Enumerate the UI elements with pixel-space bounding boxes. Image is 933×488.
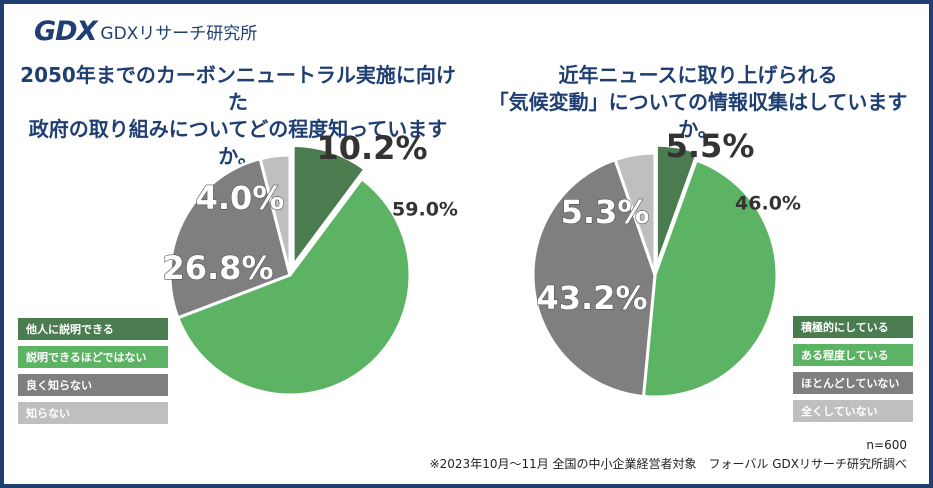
legend-left-item-3: 良く知らない bbox=[18, 374, 168, 396]
chart-title-left-line-2: 政府の取り組みについてどの程度知っていますか。 bbox=[28, 117, 448, 168]
legend-right-item-3: ほとんどしていない bbox=[793, 372, 913, 394]
logo: GDX GDXリサーチ研究所 bbox=[34, 14, 257, 48]
legend-right-item-1: 積極的にしている bbox=[793, 316, 913, 338]
logo-mark: GDX bbox=[34, 15, 97, 47]
chart-title-left-line-1: 2050年までのカーボンニュートラル実施に向けた bbox=[20, 63, 456, 114]
legend-left-item-4: 知らない bbox=[18, 402, 168, 424]
pie-1-slice-1 bbox=[291, 144, 367, 271]
chart-title-right-line-1: 近年ニュースに取り上げられる bbox=[558, 63, 838, 87]
pie-2-value-label-1: 5.5% bbox=[666, 127, 755, 165]
pie-1-slice-2 bbox=[175, 176, 412, 397]
pie-1-value-label-3: 26.8% bbox=[162, 249, 273, 287]
legend-right: 積極的にしている ある程度している ほとんどしていない 全くしていない bbox=[793, 316, 913, 428]
pie-1-slice-3 bbox=[168, 156, 292, 320]
pie-2-value-label-3: 43.2% bbox=[536, 279, 647, 317]
logo-text: GDXリサーチ研究所 bbox=[100, 23, 258, 44]
chart-title-right-line-2: 「気候変動」についての情報収集はしていますか。 bbox=[488, 90, 908, 141]
pie-2-slice-1 bbox=[654, 143, 700, 268]
chart-title-right: 近年ニュースに取り上げられる 「気候変動」についての情報収集はしていますか。 bbox=[478, 62, 918, 143]
legend-right-item-4: 全くしていない bbox=[793, 400, 913, 422]
pie-1-slice-4 bbox=[258, 153, 292, 276]
pie-1-value-label-4: 4.0% bbox=[196, 179, 285, 217]
sample-size: n=600 bbox=[866, 438, 907, 452]
pie-2-slice-3 bbox=[531, 157, 657, 399]
chart-title-left: 2050年までのカーボンニュートラル実施に向けた 政府の取り組みについてどの程度… bbox=[18, 62, 458, 170]
legend-left-item-1: 他人に説明できる bbox=[18, 318, 168, 340]
pie-2-value-label-2: 46.0% bbox=[735, 193, 801, 215]
legend-left-item-2: 説明できるほどではない bbox=[18, 346, 168, 368]
pie-2-slice-4 bbox=[613, 151, 657, 276]
source-note: ※2023年10月～11月 全国の中小企業経営者対象 フォーバル GDXリサーチ… bbox=[429, 457, 907, 471]
pie-1-value-label-1: 10.2% bbox=[316, 129, 427, 167]
pie-1-value-label-2: 59.0% bbox=[392, 199, 458, 221]
pie-2-value-label-4: 5.3% bbox=[561, 193, 650, 231]
legend-left: 他人に説明できる 説明できるほどではない 良く知らない 知らない bbox=[18, 318, 168, 430]
pie-2-slice-2 bbox=[641, 158, 779, 399]
legend-right-item-2: ある程度している bbox=[793, 344, 913, 366]
